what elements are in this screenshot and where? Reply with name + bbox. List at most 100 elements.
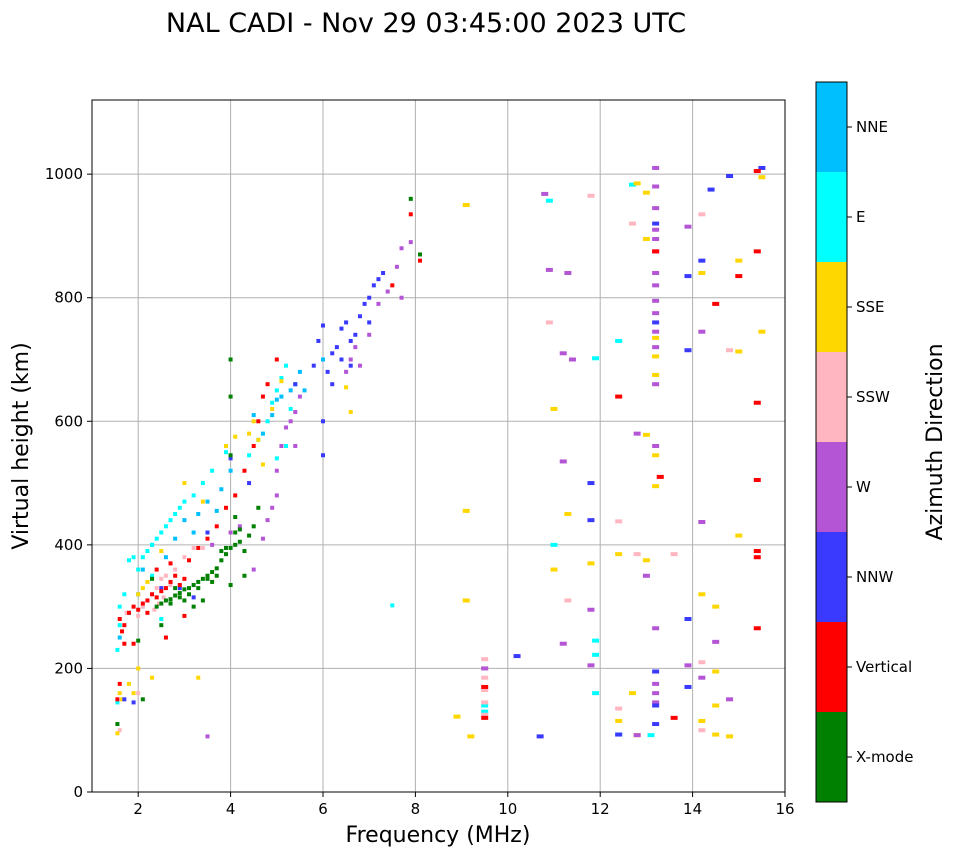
colorbar-tick-label: NNE: [856, 118, 888, 136]
data-point: [652, 221, 660, 226]
data-point: [587, 561, 595, 566]
data-point: [154, 536, 159, 541]
data-point: [385, 289, 390, 294]
data-point: [228, 357, 233, 362]
colorbar-segment: [816, 262, 847, 352]
y-tick-label: 1000: [45, 165, 83, 183]
data-point: [265, 419, 270, 424]
data-point: [210, 468, 215, 473]
data-point: [270, 400, 275, 405]
data-point: [182, 598, 187, 603]
data-point: [481, 700, 489, 705]
data-point: [242, 468, 247, 473]
data-point: [115, 722, 120, 727]
data-point: [758, 329, 766, 334]
data-point: [652, 335, 660, 340]
data-point: [568, 357, 576, 362]
data-point: [712, 639, 720, 644]
data-point: [367, 295, 372, 300]
data-point: [140, 555, 145, 560]
data-point: [159, 601, 164, 606]
data-point: [698, 592, 706, 597]
data-point: [652, 298, 660, 303]
data-point: [592, 638, 600, 643]
data-point: [163, 635, 168, 640]
x-tick-label: 14: [683, 800, 702, 818]
data-point: [758, 175, 766, 180]
data-point: [652, 249, 660, 254]
data-point: [753, 549, 761, 554]
data-point: [270, 406, 275, 411]
data-point: [408, 196, 413, 201]
data-point: [159, 617, 164, 621]
data-point: [145, 598, 150, 603]
data-point: [325, 369, 330, 374]
data-point: [615, 338, 623, 343]
data-point: [642, 573, 650, 578]
data-point: [251, 524, 256, 529]
data-point: [196, 545, 201, 550]
data-point: [150, 592, 155, 597]
data-point: [260, 462, 265, 467]
data-point: [140, 567, 145, 572]
data-point: [233, 530, 238, 535]
data-point: [418, 252, 423, 257]
data-point: [200, 576, 205, 581]
data-point: [214, 573, 219, 578]
data-point: [274, 493, 279, 498]
data-point: [684, 274, 692, 279]
data-point: [251, 413, 256, 418]
data-point: [233, 434, 238, 439]
data-point: [196, 675, 201, 680]
grid: [92, 100, 786, 793]
data-point: [647, 733, 655, 738]
data-point: [205, 536, 210, 541]
data-point: [242, 549, 247, 554]
data-point: [353, 345, 358, 350]
data-point: [177, 505, 182, 510]
data-point: [196, 586, 201, 591]
data-point: [587, 193, 595, 198]
data-point: [260, 394, 265, 399]
data-point: [698, 212, 706, 217]
data-point: [173, 593, 178, 598]
data-point: [652, 345, 660, 350]
data-point: [615, 732, 623, 737]
y-axis-label: Virtual height (km): [9, 342, 34, 549]
data-point: [168, 579, 173, 584]
data-point: [293, 410, 298, 415]
data-point: [191, 583, 196, 588]
data-point: [652, 453, 660, 458]
data-point: [698, 728, 706, 733]
data-point: [587, 663, 595, 668]
colorbar-segment: [816, 172, 847, 262]
data-point: [214, 566, 219, 571]
data-point: [196, 511, 201, 516]
data-point: [168, 597, 173, 602]
x-tick-label: 16: [775, 800, 794, 818]
data-point: [228, 394, 233, 399]
data-point: [390, 603, 395, 608]
colorbar-tick-label: X-mode: [856, 748, 913, 766]
data-point: [182, 613, 187, 618]
data-point: [182, 499, 187, 504]
colorbar-segment: [816, 712, 847, 802]
data-point: [615, 552, 623, 557]
data-point: [228, 453, 233, 458]
colorbar-label: Azimuth Direction: [923, 343, 948, 540]
data-point: [652, 681, 660, 686]
data-point: [136, 567, 141, 572]
data-point: [453, 714, 461, 719]
data-point: [163, 524, 168, 529]
data-point: [344, 369, 349, 374]
data-point: [173, 586, 178, 591]
data-point: [399, 295, 404, 300]
data-point: [274, 397, 279, 402]
data-point: [462, 598, 470, 603]
data-point: [122, 697, 127, 702]
x-tick-label: 2: [133, 800, 143, 818]
data-point: [726, 734, 734, 739]
data-point: [279, 394, 284, 399]
data-point: [120, 629, 125, 634]
